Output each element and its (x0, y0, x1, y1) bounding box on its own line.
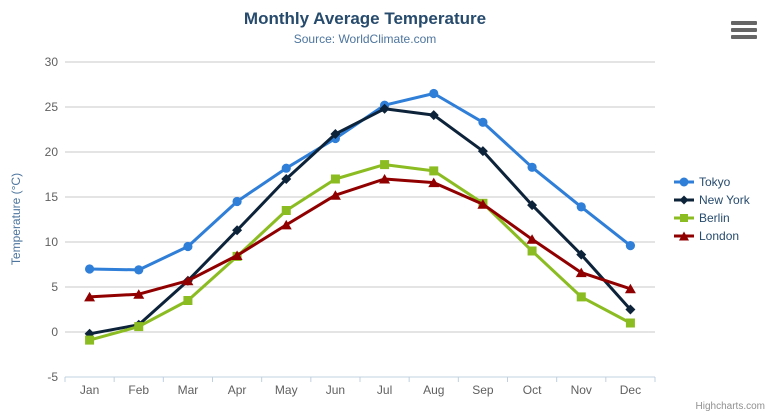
data-point-new-york[interactable] (576, 249, 587, 260)
x-axis-tick-label: Feb (128, 383, 149, 397)
x-axis-tick-label: Jun (326, 383, 345, 397)
data-point-new-york[interactable] (527, 200, 538, 211)
legend-label-tokyo: Tokyo (699, 175, 731, 189)
hamburger-icon (731, 21, 757, 25)
data-point-london[interactable] (84, 291, 96, 302)
x-axis-tick-label: Aug (423, 383, 444, 397)
chart-subtitle: Source: WorldClimate.com (293, 32, 437, 46)
y-axis-tick-label: 25 (45, 100, 59, 114)
legend-item-tokyo[interactable]: Tokyo (674, 173, 750, 191)
data-point-berlin[interactable] (281, 206, 291, 215)
legend-label-berlin: Berlin (699, 211, 730, 225)
y-axis-tick-label: 30 (45, 55, 59, 69)
data-point-london[interactable] (477, 199, 489, 209)
data-point-berlin[interactable] (576, 292, 586, 302)
data-point-new-york[interactable] (232, 225, 243, 236)
legend-label-new-york: New York (699, 193, 750, 207)
x-axis-tick-label: Nov (571, 383, 592, 397)
y-axis-tick-label: -5 (47, 370, 58, 384)
data-point-london[interactable] (379, 174, 391, 184)
series-line-new-york[interactable] (88, 107, 632, 336)
series-line-berlin[interactable] (88, 163, 632, 342)
legend-item-berlin[interactable]: Berlin (674, 209, 750, 227)
series-line-london[interactable] (88, 177, 632, 299)
y-axis-tick-label: 15 (45, 190, 59, 204)
y-axis-tick-label: 5 (51, 280, 58, 294)
data-point-tokyo[interactable] (576, 202, 586, 212)
chart-title: Monthly Average Temperature (243, 9, 487, 28)
data-point-tokyo[interactable] (134, 265, 144, 275)
data-point-tokyo[interactable] (478, 117, 488, 127)
data-point-new-york[interactable] (428, 110, 439, 121)
x-axis-tick-label: Apr (228, 383, 247, 397)
data-point-london[interactable] (624, 283, 636, 294)
data-point-london[interactable] (182, 275, 194, 286)
y-axis-title: Temperature (°C) (9, 172, 23, 266)
triangle-series-marker-icon (674, 231, 694, 241)
data-point-new-york[interactable] (330, 129, 341, 139)
data-point-berlin[interactable] (330, 174, 340, 184)
data-point-london[interactable] (280, 219, 292, 230)
data-point-tokyo[interactable] (281, 163, 291, 173)
data-point-tokyo[interactable] (429, 88, 439, 99)
data-point-new-york[interactable] (477, 146, 488, 157)
data-point-new-york[interactable] (379, 103, 390, 114)
data-point-berlin[interactable] (380, 160, 390, 170)
x-axis-tick-label: Dec (620, 383, 641, 397)
hamburger-icon (731, 28, 757, 32)
x-axis-tick-label: Oct (523, 383, 542, 397)
export-menu-button[interactable] (731, 21, 757, 39)
data-point-london[interactable] (329, 190, 341, 200)
x-axis-tick-label: Mar (178, 383, 199, 397)
x-axis-tick-label: Sep (472, 383, 494, 397)
data-point-berlin[interactable] (183, 296, 193, 305)
y-axis-tick-label: 20 (45, 145, 59, 159)
square-series-marker-icon (674, 214, 694, 222)
data-point-berlin[interactable] (625, 318, 635, 328)
data-point-berlin[interactable] (134, 322, 144, 332)
legend-item-london[interactable]: London (674, 227, 750, 245)
data-point-new-york[interactable] (625, 304, 636, 315)
x-axis-tick-label: May (275, 383, 298, 397)
legend-item-new-york[interactable]: New York (674, 191, 750, 209)
data-point-tokyo[interactable] (625, 241, 636, 251)
data-point-new-york[interactable] (281, 174, 292, 184)
data-point-london[interactable] (133, 289, 145, 299)
data-point-tokyo[interactable] (232, 196, 242, 207)
data-point-tokyo[interactable] (527, 162, 537, 172)
data-point-tokyo[interactable] (84, 264, 95, 274)
data-point-tokyo[interactable] (183, 241, 193, 252)
x-axis-tick-label: Jan (80, 383, 99, 397)
data-point-london[interactable] (526, 234, 538, 244)
data-point-london[interactable] (428, 177, 440, 188)
legend: Tokyo New York Berlin London (674, 173, 750, 245)
y-axis-tick-label: 0 (51, 325, 58, 339)
circle-series-marker-icon (674, 177, 694, 187)
y-axis-tick-label: 10 (45, 235, 59, 249)
highcharts-credit-link[interactable]: Highcharts.com (695, 401, 765, 412)
data-point-london[interactable] (575, 267, 587, 278)
diamond-series-marker-icon (674, 195, 694, 205)
data-point-berlin[interactable] (429, 166, 439, 176)
data-point-berlin[interactable] (527, 246, 537, 256)
data-point-london[interactable] (231, 250, 243, 261)
data-point-berlin[interactable] (85, 335, 95, 345)
x-axis-tick-label: Jul (377, 383, 392, 397)
hamburger-icon (731, 35, 757, 39)
legend-label-london: London (699, 229, 740, 243)
